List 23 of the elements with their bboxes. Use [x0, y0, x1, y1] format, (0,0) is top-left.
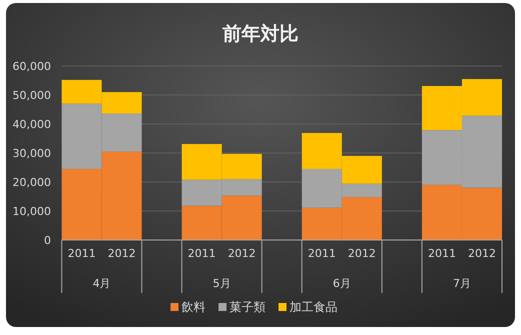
chart-title: 前年対比 [222, 23, 298, 45]
legend-label: 加工食品 [290, 300, 338, 314]
text: 5月 [212, 277, 231, 290]
x-tick-label: 2011 [188, 247, 216, 260]
x-tick-label: 2011 [68, 247, 96, 260]
text: 6月 [332, 277, 351, 290]
x-tick-label: 2012 [108, 247, 136, 260]
y-tick-label: 30,000 [12, 147, 51, 160]
x-tick-label: 2011 [308, 247, 336, 260]
y-tick-label: 10,000 [12, 205, 51, 218]
legend-label: 菓子類 [230, 300, 266, 314]
legend-label: 飲料 [182, 300, 206, 314]
y-tick-label: 0 [44, 234, 51, 247]
y-tick-label: 50,000 [12, 89, 51, 102]
text: 4月 [92, 277, 111, 290]
x-tick-label: 2012 [348, 247, 376, 260]
text: 7月 [452, 277, 471, 290]
x-tick-label: 2012 [228, 247, 256, 260]
x-tick-label: 2011 [428, 247, 456, 260]
y-tick-label: 20,000 [12, 176, 51, 189]
y-tick-label: 60,000 [12, 60, 51, 73]
y-tick-label: 40,000 [12, 118, 51, 131]
x-tick-label: 2012 [468, 247, 496, 260]
